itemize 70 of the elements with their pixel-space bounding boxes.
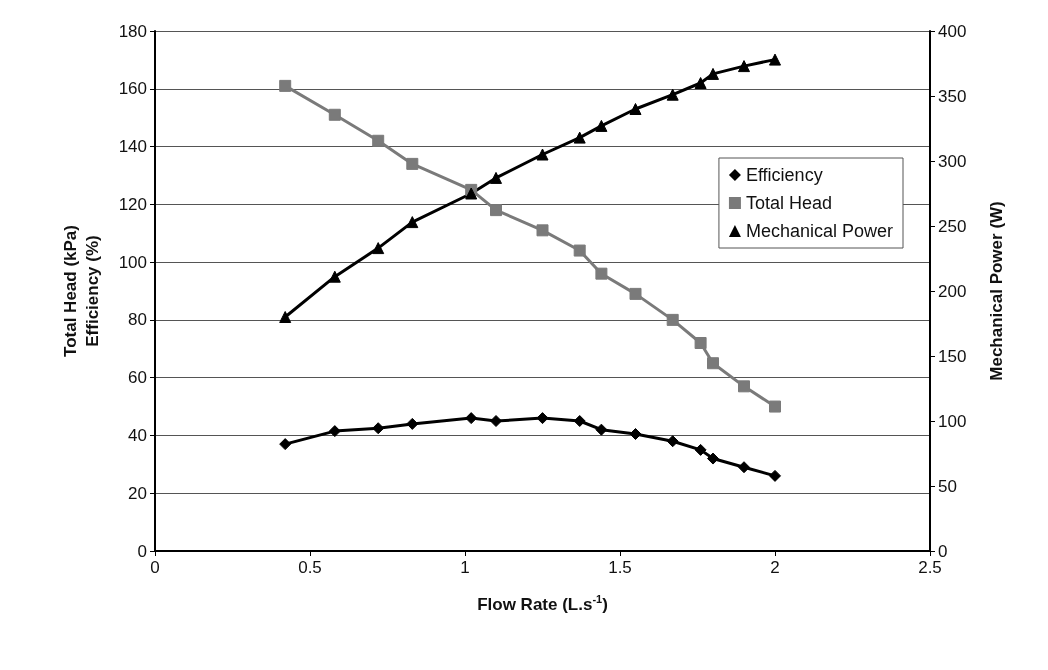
x-tick-label: 1 [460, 558, 470, 577]
point [738, 380, 750, 393]
y-tick-label: 160 [118, 79, 147, 99]
x-tick-label: 2.5 [918, 558, 942, 577]
point [707, 452, 719, 465]
point [372, 134, 385, 147]
point [328, 270, 341, 283]
point [536, 148, 549, 161]
point [279, 79, 292, 92]
point [406, 157, 419, 170]
y2-tick-label: 200 [938, 281, 967, 301]
point [490, 204, 502, 217]
y-tick-label: 100 [118, 252, 147, 272]
point [328, 108, 341, 121]
y-tick-label: 80 [128, 310, 147, 330]
x-tick-label: 1.5 [608, 558, 632, 577]
y-tick-label: 140 [118, 137, 147, 157]
point [328, 425, 341, 438]
point [465, 187, 478, 200]
y2-tick-label: 300 [938, 151, 967, 171]
point [573, 244, 586, 257]
y-tick-label: 20 [128, 483, 147, 503]
y-axis-title: Total Head (kPa) Efficiency (%) [60, 225, 102, 357]
point [465, 412, 478, 425]
x-tick-label: 0.5 [298, 558, 322, 577]
point [666, 88, 679, 101]
y-tick-label: 120 [118, 194, 147, 214]
point [490, 415, 502, 427]
point [536, 224, 549, 237]
point [666, 435, 679, 448]
point [279, 438, 292, 451]
legend-label: Mechanical Power [745, 221, 894, 241]
point [629, 103, 642, 115]
point [490, 171, 502, 184]
x-tick-label: 2 [770, 558, 780, 577]
point [595, 119, 608, 132]
y2-tick-label: 350 [938, 86, 967, 106]
y2-tick-label: 50 [938, 476, 957, 496]
y2-tick-label: 100 [938, 411, 967, 431]
point [769, 53, 781, 66]
point [769, 469, 781, 482]
legend-label: Total Head [745, 193, 832, 213]
legend-label: Efficiency [745, 165, 823, 185]
x-tick-label: 0 [150, 558, 160, 577]
point [406, 216, 419, 229]
y2-axis-title: Mechanical Power (W) [986, 201, 1006, 381]
y-tick-label: 40 [128, 425, 147, 445]
point [694, 443, 707, 456]
y2-tick-label: 400 [938, 21, 967, 41]
y2-tick-label: 150 [938, 346, 967, 366]
point [738, 461, 750, 474]
point [694, 77, 707, 89]
point [707, 67, 719, 80]
point [595, 423, 608, 436]
point [629, 428, 642, 440]
point [738, 60, 750, 73]
point [707, 357, 719, 370]
y-tick-label: 0 [137, 541, 147, 561]
point [694, 337, 707, 349]
point [769, 400, 781, 413]
y2-tick-label: 250 [938, 216, 967, 236]
point [595, 267, 608, 280]
y2-tick-label: 0 [938, 541, 948, 561]
point [629, 287, 642, 300]
point [573, 131, 586, 144]
point [666, 313, 679, 326]
y-tick-label: 180 [118, 21, 147, 41]
y-tick-label: 60 [128, 368, 147, 388]
point [279, 311, 292, 323]
point [372, 242, 385, 255]
